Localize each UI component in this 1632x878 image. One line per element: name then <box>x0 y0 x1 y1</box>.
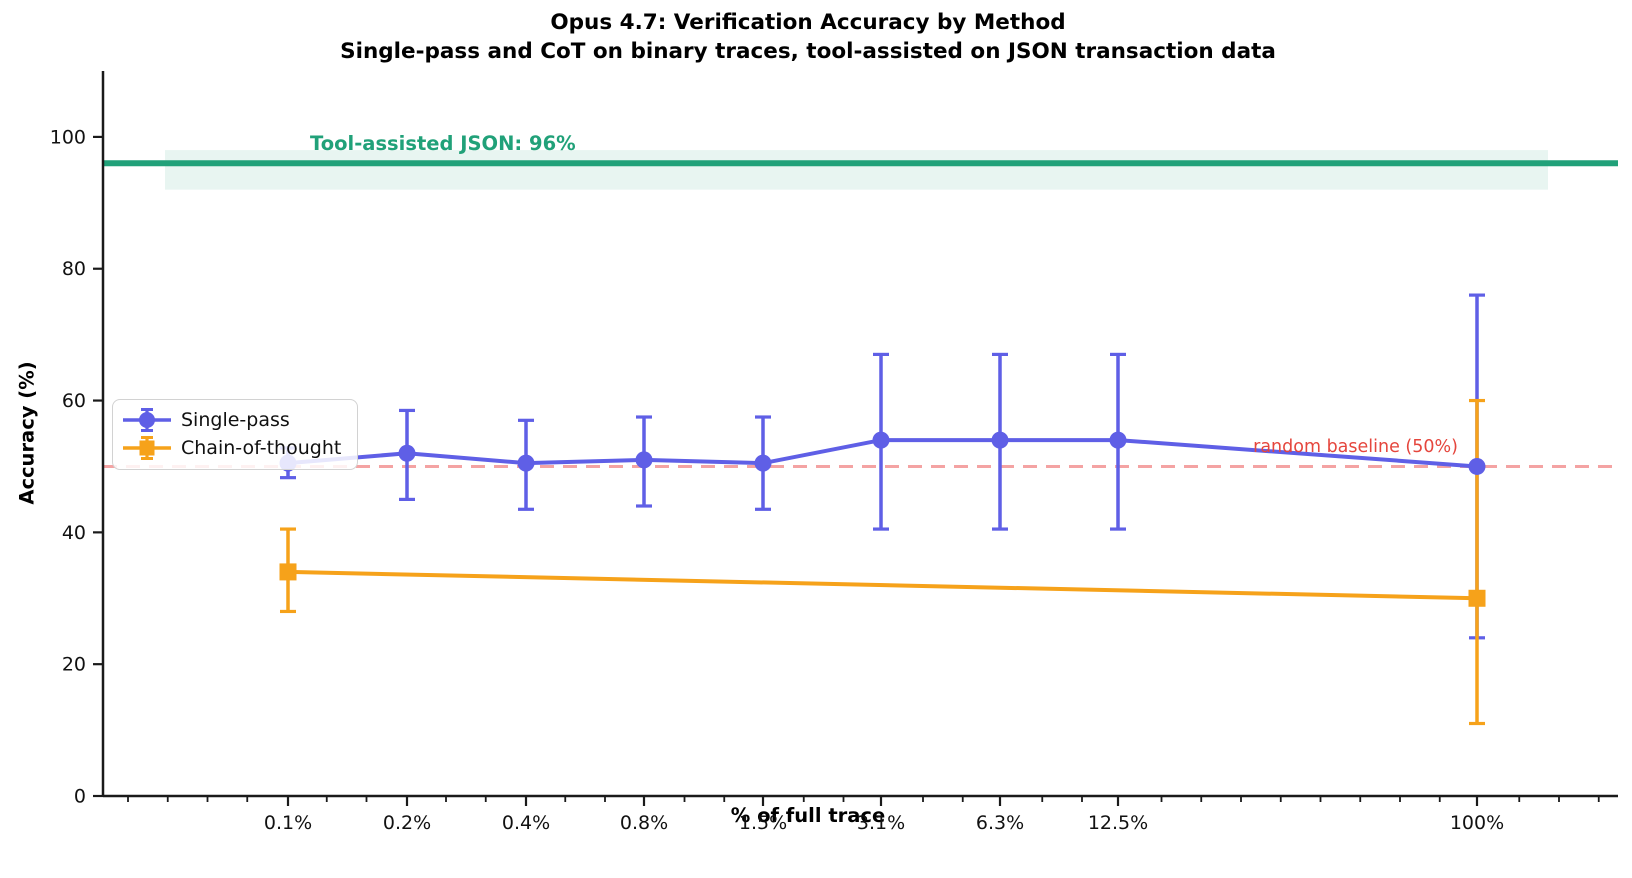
legend: Single-pass Chain-of-thought <box>112 399 358 470</box>
chart-subtitle: Single-pass and CoT on binary traces, to… <box>340 39 1276 64</box>
chart-title: Opus 4.7: Verification Accuracy by Metho… <box>550 10 1066 35</box>
tool-assisted-annotation: Tool-assisted JSON: 96% <box>310 132 576 155</box>
single-pass-marker <box>872 431 890 449</box>
x-tick-label: 0.1% <box>264 812 312 834</box>
x-tick-label: 6.3% <box>976 812 1024 834</box>
legend-item-chain-of-thought: Chain-of-thought <box>121 434 347 462</box>
chain-of-thought-marker <box>1468 589 1486 607</box>
single-pass-errorbar-icon <box>123 408 171 432</box>
x-axis-label: % of full trace <box>730 804 886 827</box>
y-tick-label: 20 <box>62 654 86 676</box>
y-tick-label: 100 <box>50 126 86 148</box>
legend-label: Chain-of-thought <box>181 437 342 459</box>
x-tick-label: 0.8% <box>620 812 668 834</box>
single-pass-marker <box>517 454 535 472</box>
y-tick-label: 0 <box>74 786 86 808</box>
x-tick-label: 100% <box>1450 812 1504 834</box>
single-pass-marker <box>1109 431 1127 449</box>
chain-of-thought-line <box>287 569 1478 601</box>
x-tick-label: 0.2% <box>383 812 431 834</box>
legend-item-single-pass: Single-pass <box>121 406 347 434</box>
single-pass-marker <box>991 431 1009 449</box>
y-tick-label: 60 <box>62 390 86 412</box>
single-pass-marker <box>754 454 772 472</box>
x-tick-label: 1.5% <box>739 812 787 834</box>
x-tick-label: 12.5% <box>1088 812 1148 834</box>
x-tick-label: 0.4% <box>502 812 550 834</box>
y-tick-label: 40 <box>62 522 86 544</box>
single-pass-marker <box>1468 457 1486 475</box>
x-tick-label: 3.1% <box>857 812 905 834</box>
chain-of-thought-marker <box>279 563 297 581</box>
tool-assisted-band <box>165 150 1548 190</box>
legend-label: Single-pass <box>181 409 290 431</box>
single-pass-marker <box>398 444 416 462</box>
y-tick-label: 80 <box>62 258 86 280</box>
random-baseline-annotation: random baseline (50%) <box>1253 437 1458 457</box>
single-pass-marker <box>635 451 653 469</box>
chain-of-thought-errorbar-icon <box>123 436 171 460</box>
